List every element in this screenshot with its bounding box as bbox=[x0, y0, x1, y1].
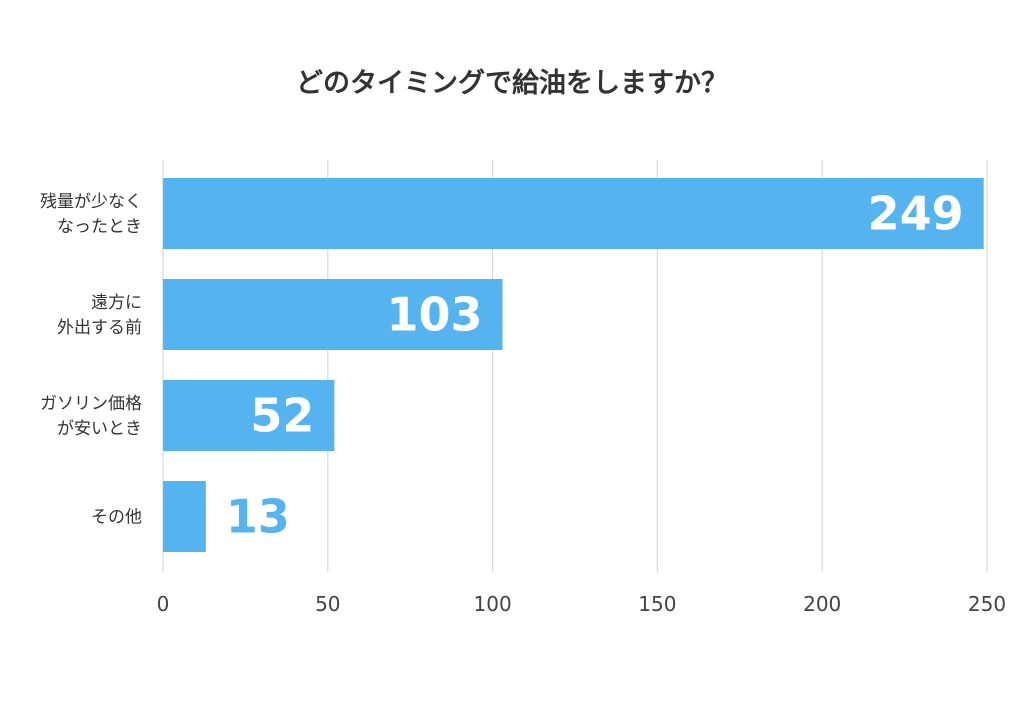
category-label: 残量が少なく bbox=[40, 192, 142, 212]
x-tick-label: 150 bbox=[638, 592, 676, 616]
value-label: 103 bbox=[386, 288, 482, 342]
x-tick-label: 100 bbox=[474, 592, 512, 616]
bar bbox=[163, 380, 335, 451]
value-label: 13 bbox=[226, 490, 290, 544]
bar bbox=[163, 279, 503, 350]
value-label: 249 bbox=[868, 187, 964, 241]
category-label: 外出する前 bbox=[57, 318, 142, 338]
category-label: なったとき bbox=[57, 217, 142, 237]
x-axis-ticks: 0 50 100 150 200 250 bbox=[157, 592, 1006, 616]
category-label: 遠方に bbox=[91, 293, 142, 313]
x-tick-label: 50 bbox=[315, 592, 340, 616]
bar bbox=[163, 178, 984, 249]
value-labels: 249 103 52 13 bbox=[226, 187, 964, 544]
x-tick-label: 250 bbox=[968, 592, 1006, 616]
x-tick-label: 0 bbox=[157, 592, 170, 616]
value-label: 52 bbox=[250, 389, 314, 443]
bar bbox=[163, 481, 206, 552]
x-tick-label: 200 bbox=[803, 592, 841, 616]
category-label: ガソリン価格 bbox=[40, 394, 142, 414]
category-label: その他 bbox=[91, 508, 142, 528]
bars bbox=[163, 178, 984, 552]
category-label: が安いとき bbox=[57, 419, 142, 439]
chart-title: どのタイミングで給油をしますか？ bbox=[296, 67, 728, 99]
